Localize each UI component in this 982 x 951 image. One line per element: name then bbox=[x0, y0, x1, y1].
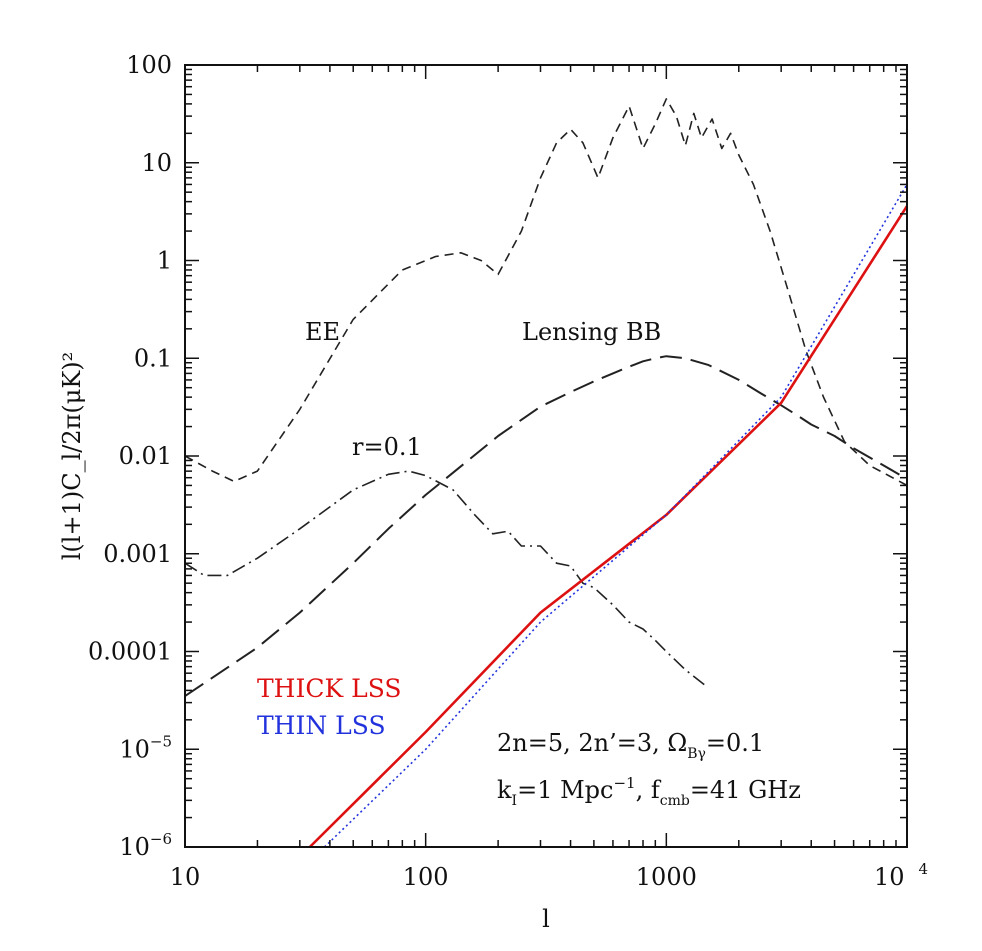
params-1-text-a: 2n=5, 2n’=3, Ω bbox=[497, 729, 687, 757]
series-thick-lss bbox=[308, 205, 909, 848]
params-2-sup: −1 bbox=[613, 774, 635, 792]
params-2-text-c: , f bbox=[636, 776, 662, 804]
series-lensing-bb bbox=[184, 355, 908, 697]
y-tick-label-base: 10 bbox=[119, 735, 150, 763]
y-tick-label: 0.0001 bbox=[88, 638, 172, 666]
series-layer bbox=[184, 98, 909, 848]
params-2-text-b: =1 Mpc bbox=[517, 776, 613, 804]
y-tick-label-base: 10 bbox=[119, 833, 150, 861]
y-tick-label: 10−5 bbox=[119, 732, 172, 763]
x-axis-title: l bbox=[542, 905, 550, 933]
params-line-2: kI=1 Mpc−1, fcmb=41 GHz bbox=[497, 774, 801, 809]
x-tick-label: 1000 bbox=[636, 863, 697, 891]
params-1-text-b: =0.1 bbox=[706, 729, 764, 757]
y-axis-title: l(l+1)C_l/2π(μK)² bbox=[58, 352, 86, 561]
y-tick-label: 10−6 bbox=[119, 830, 172, 861]
params-1-sub: Bγ bbox=[687, 746, 706, 762]
r-label: r=0.1 bbox=[352, 433, 422, 461]
series-ee bbox=[184, 98, 908, 487]
lensing-bb-label: Lensing BB bbox=[522, 318, 661, 346]
x-tick-label: 10 4 bbox=[874, 860, 928, 891]
y-tick-label-exponent: −6 bbox=[150, 830, 172, 848]
x-tick-label-base: 10 bbox=[874, 863, 905, 891]
params-line-1: 2n=5, 2n’=3, ΩBγ=0.1 bbox=[497, 729, 764, 762]
x-tick-label: 10 bbox=[170, 863, 201, 891]
params-2-text-a: k bbox=[497, 776, 512, 804]
legend-thick-lss: THICK LSS bbox=[257, 674, 402, 703]
x-tick-label: 100 bbox=[403, 863, 449, 891]
y-tick-label: 0.1 bbox=[134, 344, 172, 372]
y-tick-label-exponent: −5 bbox=[150, 732, 172, 750]
params-2-text-d: =41 GHz bbox=[690, 776, 801, 804]
ee-label: EE bbox=[305, 318, 340, 346]
y-tick-label: 10 bbox=[141, 149, 172, 177]
x-tick-label-exponent: 4 bbox=[919, 860, 929, 878]
params-2-sub-1: I bbox=[512, 793, 518, 809]
y-tick-label: 1 bbox=[157, 247, 172, 275]
y-tick-label: 0.001 bbox=[103, 540, 172, 568]
legend-thin-lss: THIN LSS bbox=[257, 711, 386, 740]
params-2-sub-2: cmb bbox=[660, 793, 690, 809]
series-r-0-1 bbox=[184, 470, 706, 687]
ticks-layer: 10 100 1000 10 41001010.10.010.0010.000110−5… bbox=[88, 51, 928, 891]
y-tick-label: 100 bbox=[126, 51, 172, 79]
y-tick-label: 0.01 bbox=[119, 442, 172, 470]
